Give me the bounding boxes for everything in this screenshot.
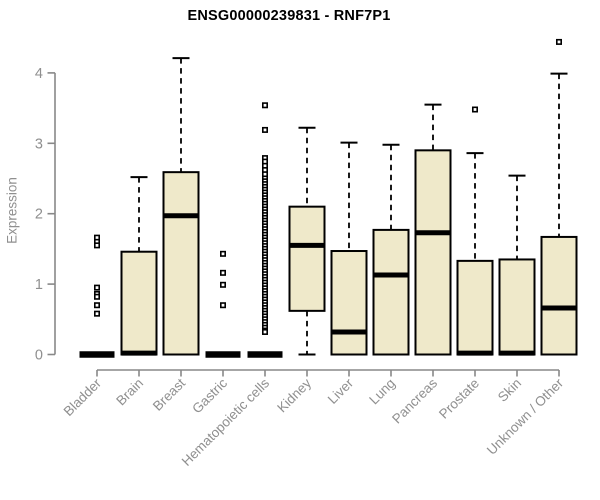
iqr-box — [456, 259, 494, 356]
x-category-label: Kidney — [274, 375, 314, 415]
x-category-label: Gastric — [189, 375, 230, 416]
iqr-box — [414, 149, 452, 356]
outlier-point — [220, 250, 227, 257]
box-brain — [120, 176, 158, 356]
box-bladder — [79, 234, 115, 358]
outlier-point — [220, 269, 227, 276]
y-tick-label: 2 — [35, 207, 43, 223]
x-category-label: Skin — [495, 376, 524, 405]
x-category-label: Unknown / Other — [484, 375, 567, 458]
outlier-point — [94, 242, 101, 249]
x-category-label: Pancreas — [389, 375, 440, 426]
iqr-box — [288, 205, 326, 312]
chart-title: ENSG00000239831 - RNF7P1 — [187, 8, 391, 24]
iqr-box — [372, 228, 410, 356]
outlier-point — [220, 281, 227, 288]
outlier-point — [94, 284, 101, 291]
box-skin — [498, 174, 536, 356]
box-kidney — [288, 126, 326, 356]
y-tick-label: 3 — [35, 136, 43, 152]
box-unknown-other — [540, 38, 578, 356]
x-category-label: Prostate — [436, 376, 482, 422]
iqr-box — [540, 235, 578, 356]
x-category-label: Breast — [150, 375, 188, 413]
iqr-box — [162, 171, 200, 356]
x-category-label: Lung — [366, 376, 398, 408]
outlier-point — [471, 106, 478, 113]
box-breast — [162, 57, 200, 356]
iqr-box — [498, 258, 536, 356]
outlier-point — [94, 293, 101, 300]
box-lung — [372, 143, 410, 356]
box-pancreas — [414, 103, 452, 356]
outlier-point — [261, 126, 268, 133]
box-gastric — [205, 250, 241, 358]
x-category-label: Brain — [113, 376, 146, 409]
y-tick-label: 4 — [35, 66, 43, 82]
y-tick-label: 0 — [35, 348, 43, 364]
outlier-point — [94, 302, 101, 309]
iqr-box — [330, 250, 368, 356]
x-category-label: Liver — [325, 375, 357, 407]
box-hematopoietic-cells — [247, 102, 283, 358]
outlier-point — [261, 102, 268, 109]
x-category-label: Bladder — [61, 375, 105, 419]
y-axis: 0 1 2 3 4 — [35, 66, 56, 364]
outlier-point — [261, 328, 268, 335]
box-prostate — [456, 106, 494, 356]
outlier-point — [220, 302, 227, 309]
iqr-box — [120, 250, 158, 356]
y-tick-label: 1 — [35, 277, 43, 293]
box-liver — [330, 141, 368, 356]
outlier-point — [555, 38, 562, 45]
outlier-point — [94, 310, 101, 317]
